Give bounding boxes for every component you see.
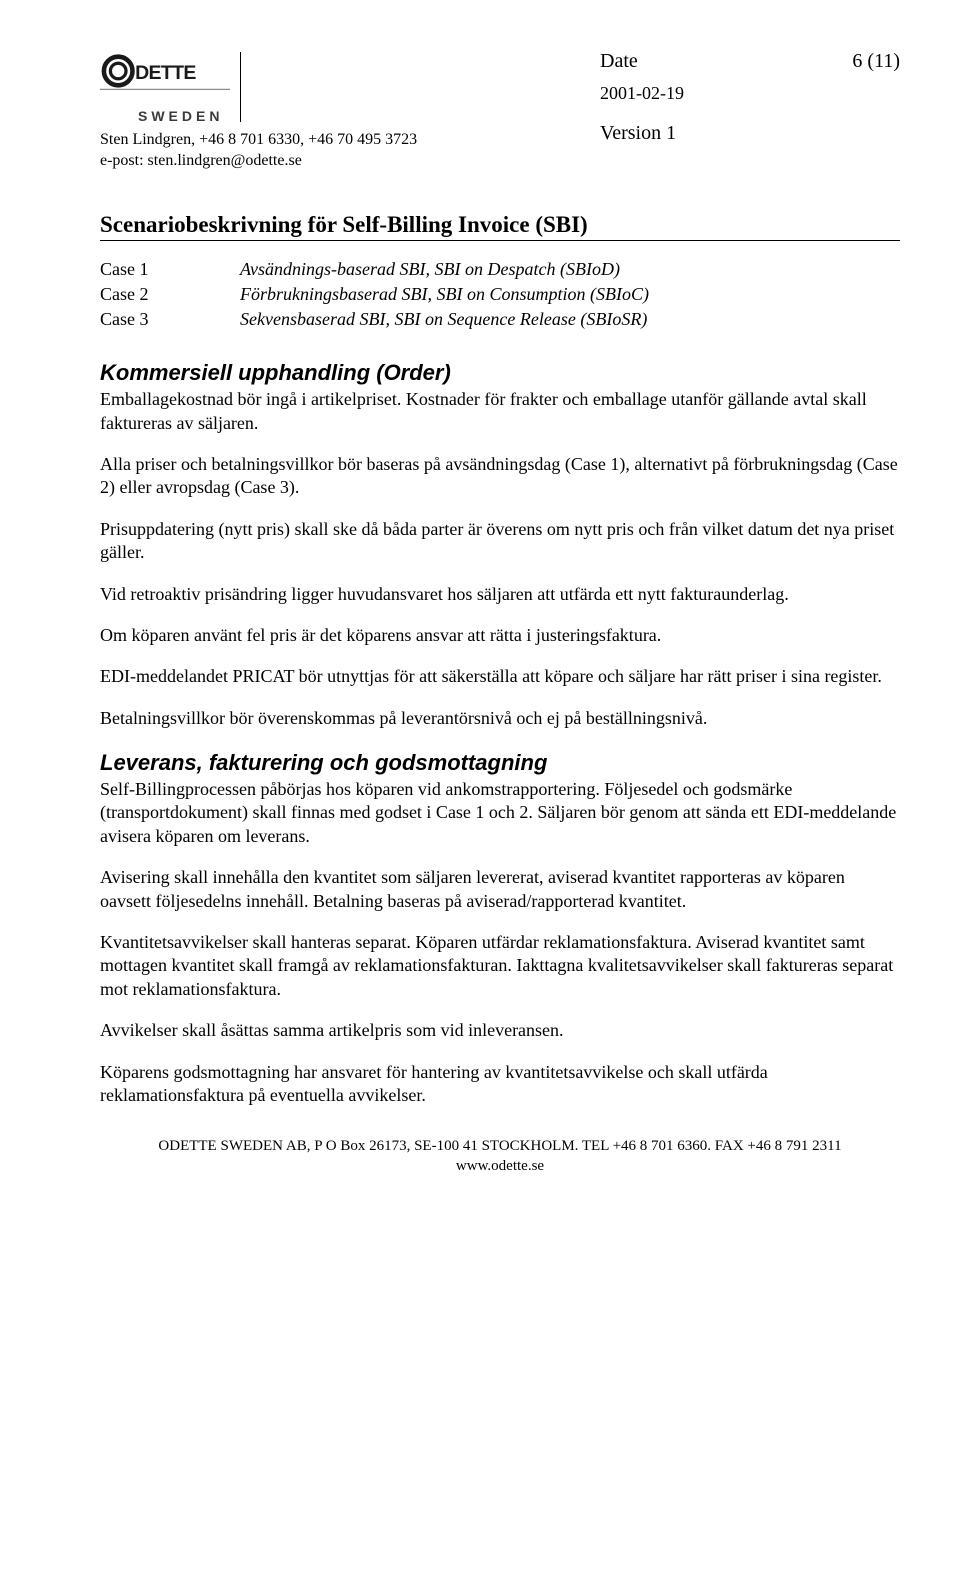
case-desc: Förbrukningsbaserad SBI, SBI on Consumpt… <box>240 282 649 307</box>
paragraph: Emballagekostnad bör ingå i artikelprise… <box>100 388 900 435</box>
case-row: Case 1 Avsändnings-baserad SBI, SBI on D… <box>100 257 900 282</box>
document-page: DETTE SWEDEN Sten Lindgren, +46 8 701 63… <box>0 0 960 1206</box>
section2-title: Leverans, fakturering och godsmottagning <box>100 750 900 776</box>
case-table: Case 1 Avsändnings-baserad SBI, SBI on D… <box>100 257 900 333</box>
version: Version 1 <box>600 122 900 145</box>
footer-line1: ODETTE SWEDEN AB, P O Box 26173, SE-100 … <box>100 1137 900 1157</box>
paragraph: Alla priser och betalningsvillkor bör ba… <box>100 453 900 500</box>
date-value: 2001-02-19 <box>600 83 900 104</box>
main-title: Scenariobeskrivning för Self-Billing Inv… <box>100 212 900 238</box>
vertical-divider <box>240 52 241 122</box>
case-desc: Sekvensbaserad SBI, SBI on Sequence Rele… <box>240 307 647 332</box>
case-row: Case 2 Förbrukningsbaserad SBI, SBI on C… <box>100 282 900 307</box>
paragraph: Köparens godsmottagning har ansvaret för… <box>100 1061 900 1108</box>
paragraph: Betalningsvillkor bör överenskommas på l… <box>100 707 900 730</box>
odette-logo: DETTE SWEDEN <box>100 50 230 124</box>
paragraph: EDI-meddelandet PRICAT bör utnyttjas för… <box>100 665 900 688</box>
case-label: Case 2 <box>100 282 240 307</box>
paragraph: Vid retroaktiv prisändring ligger huvuda… <box>100 583 900 606</box>
logo-subtext: SWEDEN <box>138 108 230 124</box>
footer: ODETTE SWEDEN AB, P O Box 26173, SE-100 … <box>100 1137 900 1176</box>
paragraph: Avvikelser skall åsättas samma artikelpr… <box>100 1019 900 1042</box>
header-right: Date 6 (11) 2001-02-19 Version 1 <box>600 50 900 145</box>
sender-info: Sten Lindgren, +46 8 701 6330, +46 70 49… <box>100 130 417 172</box>
date-row: Date 6 (11) <box>600 50 900 73</box>
paragraph: Avisering skall innehålla den kvantitet … <box>100 866 900 913</box>
svg-text:DETTE: DETTE <box>135 62 196 84</box>
footer-line2: www.odette.se <box>100 1157 900 1177</box>
page-number: 6 (11) <box>852 50 900 73</box>
header: DETTE SWEDEN Sten Lindgren, +46 8 701 63… <box>100 50 900 172</box>
case-label: Case 3 <box>100 307 240 332</box>
case-row: Case 3 Sekvensbaserad SBI, SBI on Sequen… <box>100 307 900 332</box>
case-label: Case 1 <box>100 257 240 282</box>
title-underline <box>100 240 900 241</box>
sender-line1: Sten Lindgren, +46 8 701 6330, +46 70 49… <box>100 130 417 151</box>
paragraph: Kvantitetsavvikelser skall hanteras sepa… <box>100 931 900 1001</box>
case-desc: Avsändnings-baserad SBI, SBI on Despatch… <box>240 257 620 282</box>
date-label: Date <box>600 50 638 73</box>
header-left: DETTE SWEDEN Sten Lindgren, +46 8 701 63… <box>100 50 417 172</box>
paragraph: Self-Billingprocessen påbörjas hos köpar… <box>100 778 900 848</box>
paragraph: Om köparen använt fel pris är det köpare… <box>100 624 900 647</box>
paragraph: Prisuppdatering (nytt pris) skall ske då… <box>100 518 900 565</box>
sender-line2: e-post: sten.lindgren@odette.se <box>100 151 417 172</box>
logo-row: DETTE SWEDEN <box>100 50 417 124</box>
section1-title: Kommersiell upphandling (Order) <box>100 360 900 386</box>
